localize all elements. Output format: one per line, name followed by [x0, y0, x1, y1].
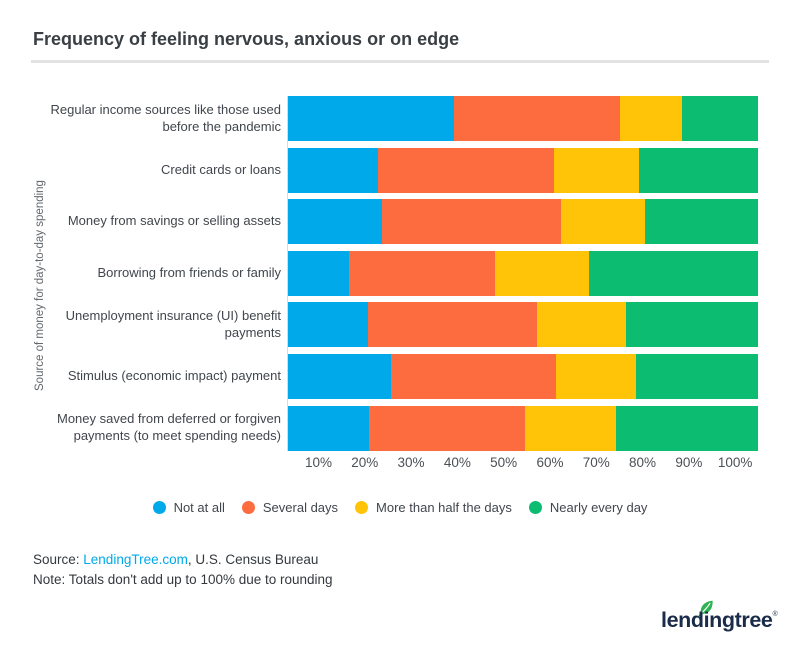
stacked-bar — [288, 96, 758, 141]
legend-item-not-at-all[interactable]: Not at all — [152, 500, 225, 515]
bar-segment-not-at-all[interactable] — [288, 405, 369, 451]
bar-segment-several-days[interactable] — [391, 353, 556, 399]
x-tick-label: 90% — [675, 455, 703, 470]
bar-segment-nearly-every-day[interactable] — [635, 353, 759, 399]
bar-segment-not-at-all[interactable] — [288, 147, 379, 193]
bar-row-money-from-savings: Money from savings or selling assets — [30, 199, 758, 245]
bar-segment-several-days[interactable] — [349, 250, 495, 296]
bar-segment-several-days[interactable] — [368, 405, 526, 451]
legend-dot-icon — [355, 501, 369, 514]
footer: Source: LendingTree.com, U.S. Census Bur… — [33, 550, 333, 590]
stacked-bar — [288, 353, 759, 399]
bar-row-borrowing-from-friends: Borrowing from friends or family — [30, 250, 758, 296]
bar-segment-nearly-every-day[interactable] — [682, 96, 758, 141]
x-tick-label: 100% — [717, 455, 753, 470]
x-tick-label: 60% — [536, 455, 564, 470]
legend-item-several-days[interactable]: Several days — [241, 500, 339, 515]
bar-segment-more-than-half-the-days[interactable] — [525, 405, 616, 451]
legend-label: Not at all — [173, 500, 225, 515]
x-tick-label: 70% — [582, 455, 610, 470]
category-label: Borrowing from friends or family — [97, 264, 282, 280]
category-label: Credit cards or loans — [161, 161, 281, 177]
bar-segment-not-at-all[interactable] — [288, 302, 368, 348]
legend-item-more-than-half-the-days[interactable]: More than half the days — [355, 500, 512, 515]
bar-segment-not-at-all[interactable] — [288, 199, 382, 245]
bar-segment-nearly-every-day[interactable] — [615, 405, 758, 451]
lendingtree-logo[interactable]: lendingtree® — [661, 599, 778, 637]
note-line: Note: Totals don't add up to 100% due to… — [33, 572, 333, 587]
bar-row-regular-income-sources: Regular income sources like those used b… — [30, 96, 758, 141]
stacked-bar — [288, 199, 758, 245]
bar-segment-several-days[interactable] — [378, 147, 554, 193]
chart-title: Frequency of feeling nervous, anxious or… — [33, 29, 460, 49]
x-tick-label: 50% — [490, 455, 518, 470]
bar-row-money-saved-from: Money saved from deferred or forgiven pa… — [30, 405, 758, 451]
bar-segment-several-days[interactable] — [454, 96, 621, 141]
bar-segment-nearly-every-day[interactable] — [645, 199, 758, 245]
logo-wordmark: lendingtree® — [661, 608, 778, 632]
category-label: Money from savings or selling assets — [67, 213, 281, 229]
category-label: Regular income sources like those used b… — [50, 101, 281, 134]
category-label: Money saved from deferred or forgiven pa… — [57, 411, 281, 444]
legend-label: Nearly every day — [549, 500, 648, 515]
legend-item-nearly-every-day[interactable]: Nearly every day — [528, 500, 648, 515]
legend-label: More than half the days — [376, 500, 512, 515]
bar-segment-several-days[interactable] — [382, 199, 561, 245]
bar-segment-several-days[interactable] — [367, 302, 538, 348]
legend-dot-icon — [152, 501, 166, 514]
legend: Not at all Several days More than half the… — [0, 500, 800, 515]
bar-segment-nearly-every-day[interactable] — [626, 302, 758, 348]
leaf-icon — [697, 600, 713, 617]
bar-segment-not-at-all[interactable] — [288, 250, 350, 296]
stacked-bar — [288, 147, 758, 193]
stacked-bar — [288, 250, 758, 296]
legend-dot-icon — [241, 501, 255, 514]
category-label: Unemployment insurance (UI) benefit paym… — [65, 308, 281, 340]
source-prefix: Source: — [33, 552, 84, 567]
logo-text: lendingtree — [661, 608, 773, 632]
title-divider — [31, 60, 769, 63]
bar-segment-more-than-half-the-days[interactable] — [620, 96, 683, 141]
bar-row-unemployment-insurance-ui: Unemployment insurance (UI) benefit paym… — [30, 302, 758, 348]
bar-segment-not-at-all[interactable] — [288, 96, 455, 141]
x-tick-label: 80% — [629, 455, 657, 470]
y-axis-line — [287, 96, 288, 451]
source-rest: , U.S. Census Bureau — [187, 552, 319, 567]
x-axis: 10% 20% 30% 40% 50% 60% 70% 80% 90% 100% — [288, 455, 758, 473]
bar-segment-more-than-half-the-days[interactable] — [555, 353, 636, 399]
bar-segment-more-than-half-the-days[interactable] — [560, 199, 646, 245]
x-tick-label: 30% — [397, 455, 425, 470]
bar-segment-nearly-every-day[interactable] — [588, 250, 758, 296]
bar-segment-nearly-every-day[interactable] — [639, 147, 758, 193]
bar-segment-more-than-half-the-days[interactable] — [537, 302, 627, 348]
bar-row-credit-cards-or: Credit cards or loans — [30, 147, 758, 193]
stacked-bar — [288, 302, 758, 348]
registered-mark: ® — [772, 611, 778, 618]
bar-segment-not-at-all[interactable] — [288, 353, 392, 399]
legend-label: Several days — [262, 500, 339, 515]
bar-segment-more-than-half-the-days[interactable] — [553, 147, 640, 193]
legend-dot-icon — [528, 501, 542, 514]
bar-segment-more-than-half-the-days[interactable] — [494, 250, 589, 296]
bar-rows: Regular income sources like those used b… — [30, 96, 759, 451]
category-label: Stimulus (economic impact) payment — [67, 368, 281, 384]
x-tick-label: 20% — [351, 455, 379, 470]
bar-row-stimulus-economic-impact: Stimulus (economic impact) payment — [30, 353, 759, 399]
source-link[interactable]: LendingTree.com — [83, 552, 188, 567]
source-line: Source: LendingTree.com, U.S. Census Bur… — [33, 550, 333, 570]
x-tick-label: 40% — [443, 455, 471, 470]
x-tick-label: 10% — [304, 455, 332, 470]
stacked-bar — [288, 405, 758, 451]
